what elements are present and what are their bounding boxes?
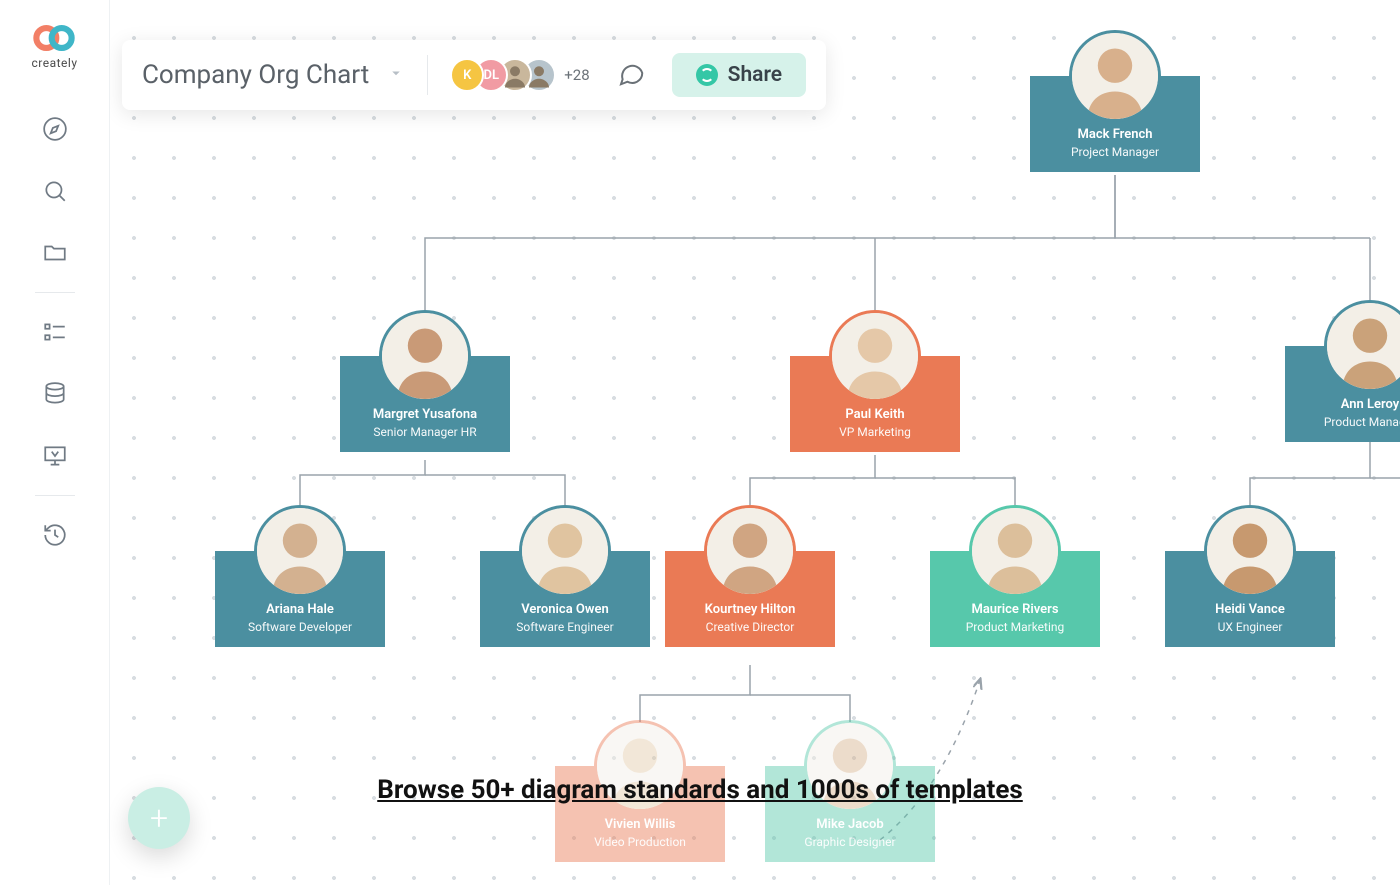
- globe-icon: [696, 64, 718, 86]
- person-role: Software Engineer: [488, 619, 642, 635]
- avatar: [379, 310, 471, 402]
- person-role: UX Engineer: [1173, 619, 1327, 635]
- avatar: [704, 505, 796, 597]
- person-role: Video Production: [563, 834, 717, 850]
- connector-layer: [110, 0, 1400, 885]
- person-name: Maurice Rivers: [938, 601, 1092, 619]
- avatar: [1204, 505, 1296, 597]
- browse-templates-link[interactable]: Browse 50+ diagram standards and 1000s o…: [377, 775, 1023, 805]
- chat-icon[interactable]: [616, 58, 646, 92]
- person-role: VP Marketing: [798, 424, 952, 440]
- toolbar-divider: [35, 495, 75, 496]
- person-name: Ariana Hale: [223, 601, 377, 619]
- brand-name: creately: [31, 56, 77, 70]
- collaborator-overflow-count[interactable]: +28: [564, 66, 589, 84]
- avatar: [1069, 30, 1161, 122]
- list-icon[interactable]: [34, 311, 76, 353]
- document-header: Company Org Chart KDL +28 Share: [122, 40, 826, 110]
- person-role: Software Developer: [223, 619, 377, 635]
- history-icon[interactable]: [34, 514, 76, 556]
- add-fab-button[interactable]: +: [128, 787, 190, 849]
- left-toolbar: creately: [0, 0, 110, 885]
- share-button-label: Share: [728, 63, 782, 87]
- compass-icon[interactable]: [34, 108, 76, 150]
- person-role: Creative Director: [673, 619, 827, 635]
- person-name: Veronica Owen: [488, 601, 642, 619]
- org-node[interactable]: Kourtney HiltonCreative Director: [665, 505, 835, 647]
- person-role: Project Manager: [1038, 144, 1192, 160]
- search-icon[interactable]: [34, 170, 76, 212]
- avatar: [829, 310, 921, 402]
- person-name: Mack French: [1038, 126, 1192, 144]
- org-node[interactable]: Ann LeroyProduct Manager: [1285, 300, 1400, 442]
- diagram-canvas[interactable]: Mack FrenchProject Manager Margret Yusafo…: [110, 0, 1400, 885]
- share-button[interactable]: Share: [672, 53, 806, 97]
- org-node[interactable]: Veronica OwenSoftware Engineer: [480, 505, 650, 647]
- org-node[interactable]: Ariana HaleSoftware Developer: [215, 505, 385, 647]
- collaborator-avatars[interactable]: KDL: [450, 58, 556, 92]
- collaborator-avatar[interactable]: K: [450, 58, 484, 92]
- org-node[interactable]: Maurice RiversProduct Marketing: [930, 505, 1100, 647]
- org-node[interactable]: Mack FrenchProject Manager: [1030, 30, 1200, 172]
- avatar: [969, 505, 1061, 597]
- document-title[interactable]: Company Org Chart: [142, 60, 369, 90]
- org-node[interactable]: Margret YusafonaSenior Manager HR: [340, 310, 510, 452]
- database-icon[interactable]: [34, 373, 76, 415]
- org-node[interactable]: Paul KeithVP Marketing: [790, 310, 960, 452]
- person-name: Ann Leroy: [1293, 396, 1400, 414]
- chevron-down-icon[interactable]: [387, 64, 405, 86]
- brand-logo: creately: [31, 22, 77, 70]
- header-divider: [427, 55, 428, 95]
- presentation-icon[interactable]: [34, 435, 76, 477]
- person-name: Margret Yusafona: [348, 406, 502, 424]
- person-name: Heidi Vance: [1173, 601, 1327, 619]
- person-name: Paul Keith: [798, 406, 952, 424]
- person-name: Mike Jacob: [773, 816, 927, 834]
- person-name: Vivien Willis: [563, 816, 717, 834]
- person-role: Product Marketing: [938, 619, 1092, 635]
- person-role: Product Manager: [1293, 414, 1400, 430]
- person-name: Kourtney Hilton: [673, 601, 827, 619]
- folder-icon[interactable]: [34, 232, 76, 274]
- avatar: [254, 505, 346, 597]
- person-role: Graphic Designer: [773, 834, 927, 850]
- person-role: Senior Manager HR: [348, 424, 502, 440]
- toolbar-divider: [35, 292, 75, 293]
- org-node[interactable]: Heidi VanceUX Engineer: [1165, 505, 1335, 647]
- avatar: [519, 505, 611, 597]
